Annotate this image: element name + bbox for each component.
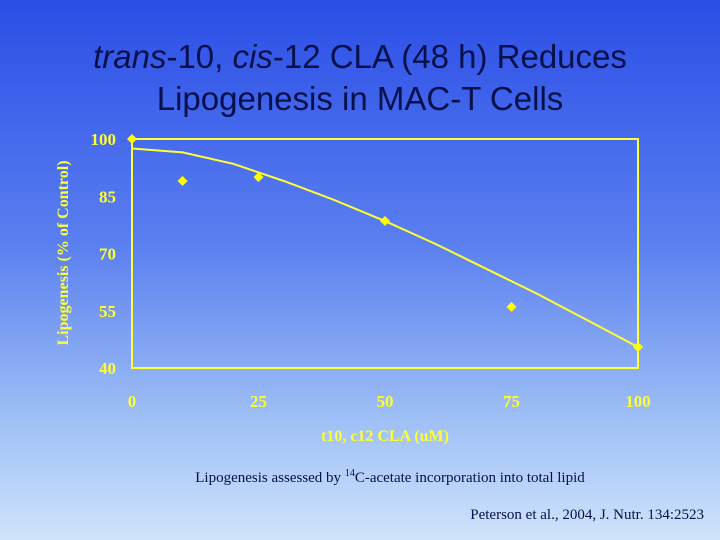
x-tick-label: 100: [625, 392, 651, 411]
title-line-2: Lipogenesis in MAC-T Cells: [156, 80, 564, 117]
method-caption: Lipogenesis assessed by 14C-acetate inco…: [0, 468, 720, 487]
caption-rest: C-acetate incorporation into total lipid: [354, 470, 585, 486]
title-line-1: trans-10, cis-12 CLA (48 h) Reduces: [0, 36, 720, 78]
y-axis-label: Lipogenesis (% of Control): [55, 160, 72, 345]
data-markers: [127, 134, 643, 353]
data-point-marker: [177, 175, 188, 186]
x-tick-label: 25: [250, 392, 267, 411]
y-tick-label: 85: [99, 187, 116, 206]
trend-curve: [131, 147, 639, 348]
y-tick-label: 100: [91, 130, 117, 149]
x-tick-label: 50: [377, 392, 394, 411]
caption-superscript: 14: [344, 468, 355, 479]
citation: Peterson et al., 2004, J. Nutr. 134:2523: [470, 507, 704, 523]
y-tick-label: 70: [99, 245, 116, 264]
y-axis-ticks: 100 85 70 55 40: [91, 130, 117, 378]
title-rest: -12 CLA (48 h) Reduces: [272, 38, 627, 75]
x-axis-ticks: 0 25 50 75 100: [128, 392, 651, 411]
data-point-marker: [253, 172, 264, 183]
slide-title: trans-10, cis-12 CLA (48 h) Reduces Lipo…: [0, 36, 720, 120]
data-point-marker: [127, 134, 137, 144]
title-cis: cis: [232, 38, 273, 75]
title-mid: -10,: [166, 38, 233, 75]
caption-prefix: Lipogenesis assessed by: [195, 470, 345, 486]
y-tick-label: 40: [99, 359, 116, 378]
plot-area-border: [131, 138, 639, 369]
data-point-marker: [633, 342, 643, 353]
data-point-marker: [380, 216, 390, 227]
data-point-marker: [506, 301, 517, 312]
y-tick-label: 55: [99, 302, 116, 321]
x-tick-label: 0: [128, 392, 137, 411]
x-axis-label: t10, c12 CLA (uM): [321, 428, 449, 445]
x-tick-label: 75: [503, 392, 520, 411]
title-trans: trans: [93, 38, 167, 75]
